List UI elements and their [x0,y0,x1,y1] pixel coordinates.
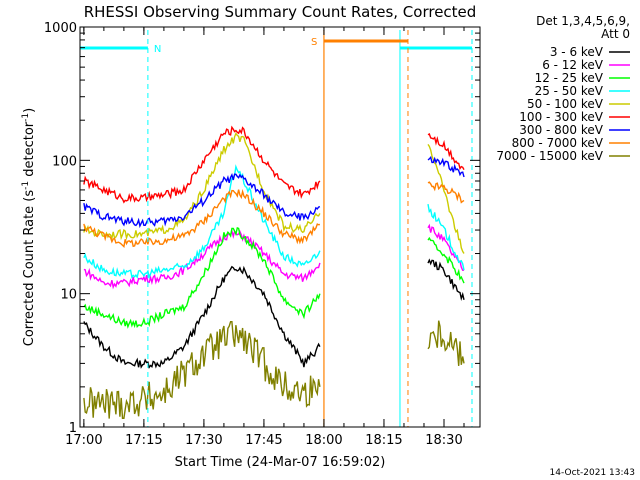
y-axis-label-sup: -1 [21,113,31,122]
y-tick-label: 1 [69,421,77,436]
legend-label: 50 - 100 keV [527,97,604,111]
x-axis: 17:00 17:15 17:30 17:45 18:00 18:15 18:30 [65,27,465,448]
series-line [83,265,321,369]
saa-label: S [311,37,317,48]
legend-label: 7000 - 15000 keV [496,149,603,163]
legend-label: 12 - 25 keV [535,71,604,85]
series-line [427,258,465,301]
y-axis-label-part: Corrected Count Rate (s [22,190,37,347]
x-tick-label: 18:00 [305,433,342,448]
series-line [427,181,465,204]
series-line [83,164,321,280]
y-axis-label-part: detector [22,121,37,181]
x-tick-label: 17:15 [125,433,162,448]
y-tick-label: 1000 [44,21,77,36]
legend-label: 100 - 300 keV [519,110,603,124]
series-line [427,203,465,271]
legend-label: 6 - 12 keV [542,58,604,72]
x-tick-label: 18:15 [365,433,402,448]
y-axis-label-sup: -1 [21,181,31,190]
night-label: N [154,44,161,55]
series-line [83,125,321,204]
y-axis-label-part: ) [22,108,37,113]
y-tick-label: 10 [60,288,77,303]
series-line [83,172,321,229]
series-line [427,155,465,178]
series-line [427,236,465,284]
x-tick-label: 17:45 [245,433,282,448]
series-line [83,132,321,241]
x-tick-label: 18:30 [425,433,462,448]
legend-header-line: Att 0 [601,27,630,41]
chart-title: RHESSI Observing Summary Count Rates, Co… [84,3,477,21]
y-axis: 1 10 100 1000 [44,21,480,436]
series-line [83,226,321,329]
series-line [427,132,465,171]
series-line [83,321,321,419]
series-line [427,320,465,366]
x-axis-label: Start Time (24-Mar-07 16:59:02) [175,455,386,470]
legend-header-line: Det 1,3,4,5,6,9, [536,14,630,28]
legend-label: 3 - 6 keV [550,45,604,59]
legend-label: 25 - 50 keV [535,84,604,98]
series-line [83,188,321,248]
plot-series [83,125,465,419]
y-tick-label: 100 [52,154,77,169]
y-axis-label: Corrected Count Rate (s-1 detector-1) [21,108,37,346]
footer-timestamp: 14-Oct-2021 13:43 [550,468,635,478]
x-tick-label: 17:30 [185,433,222,448]
x-tick-label: 17:00 [65,433,102,448]
legend-label: 800 - 7000 keV [512,136,604,150]
plot-frame [79,26,481,428]
series-line [83,228,321,290]
legend-label: 300 - 800 keV [519,123,603,137]
